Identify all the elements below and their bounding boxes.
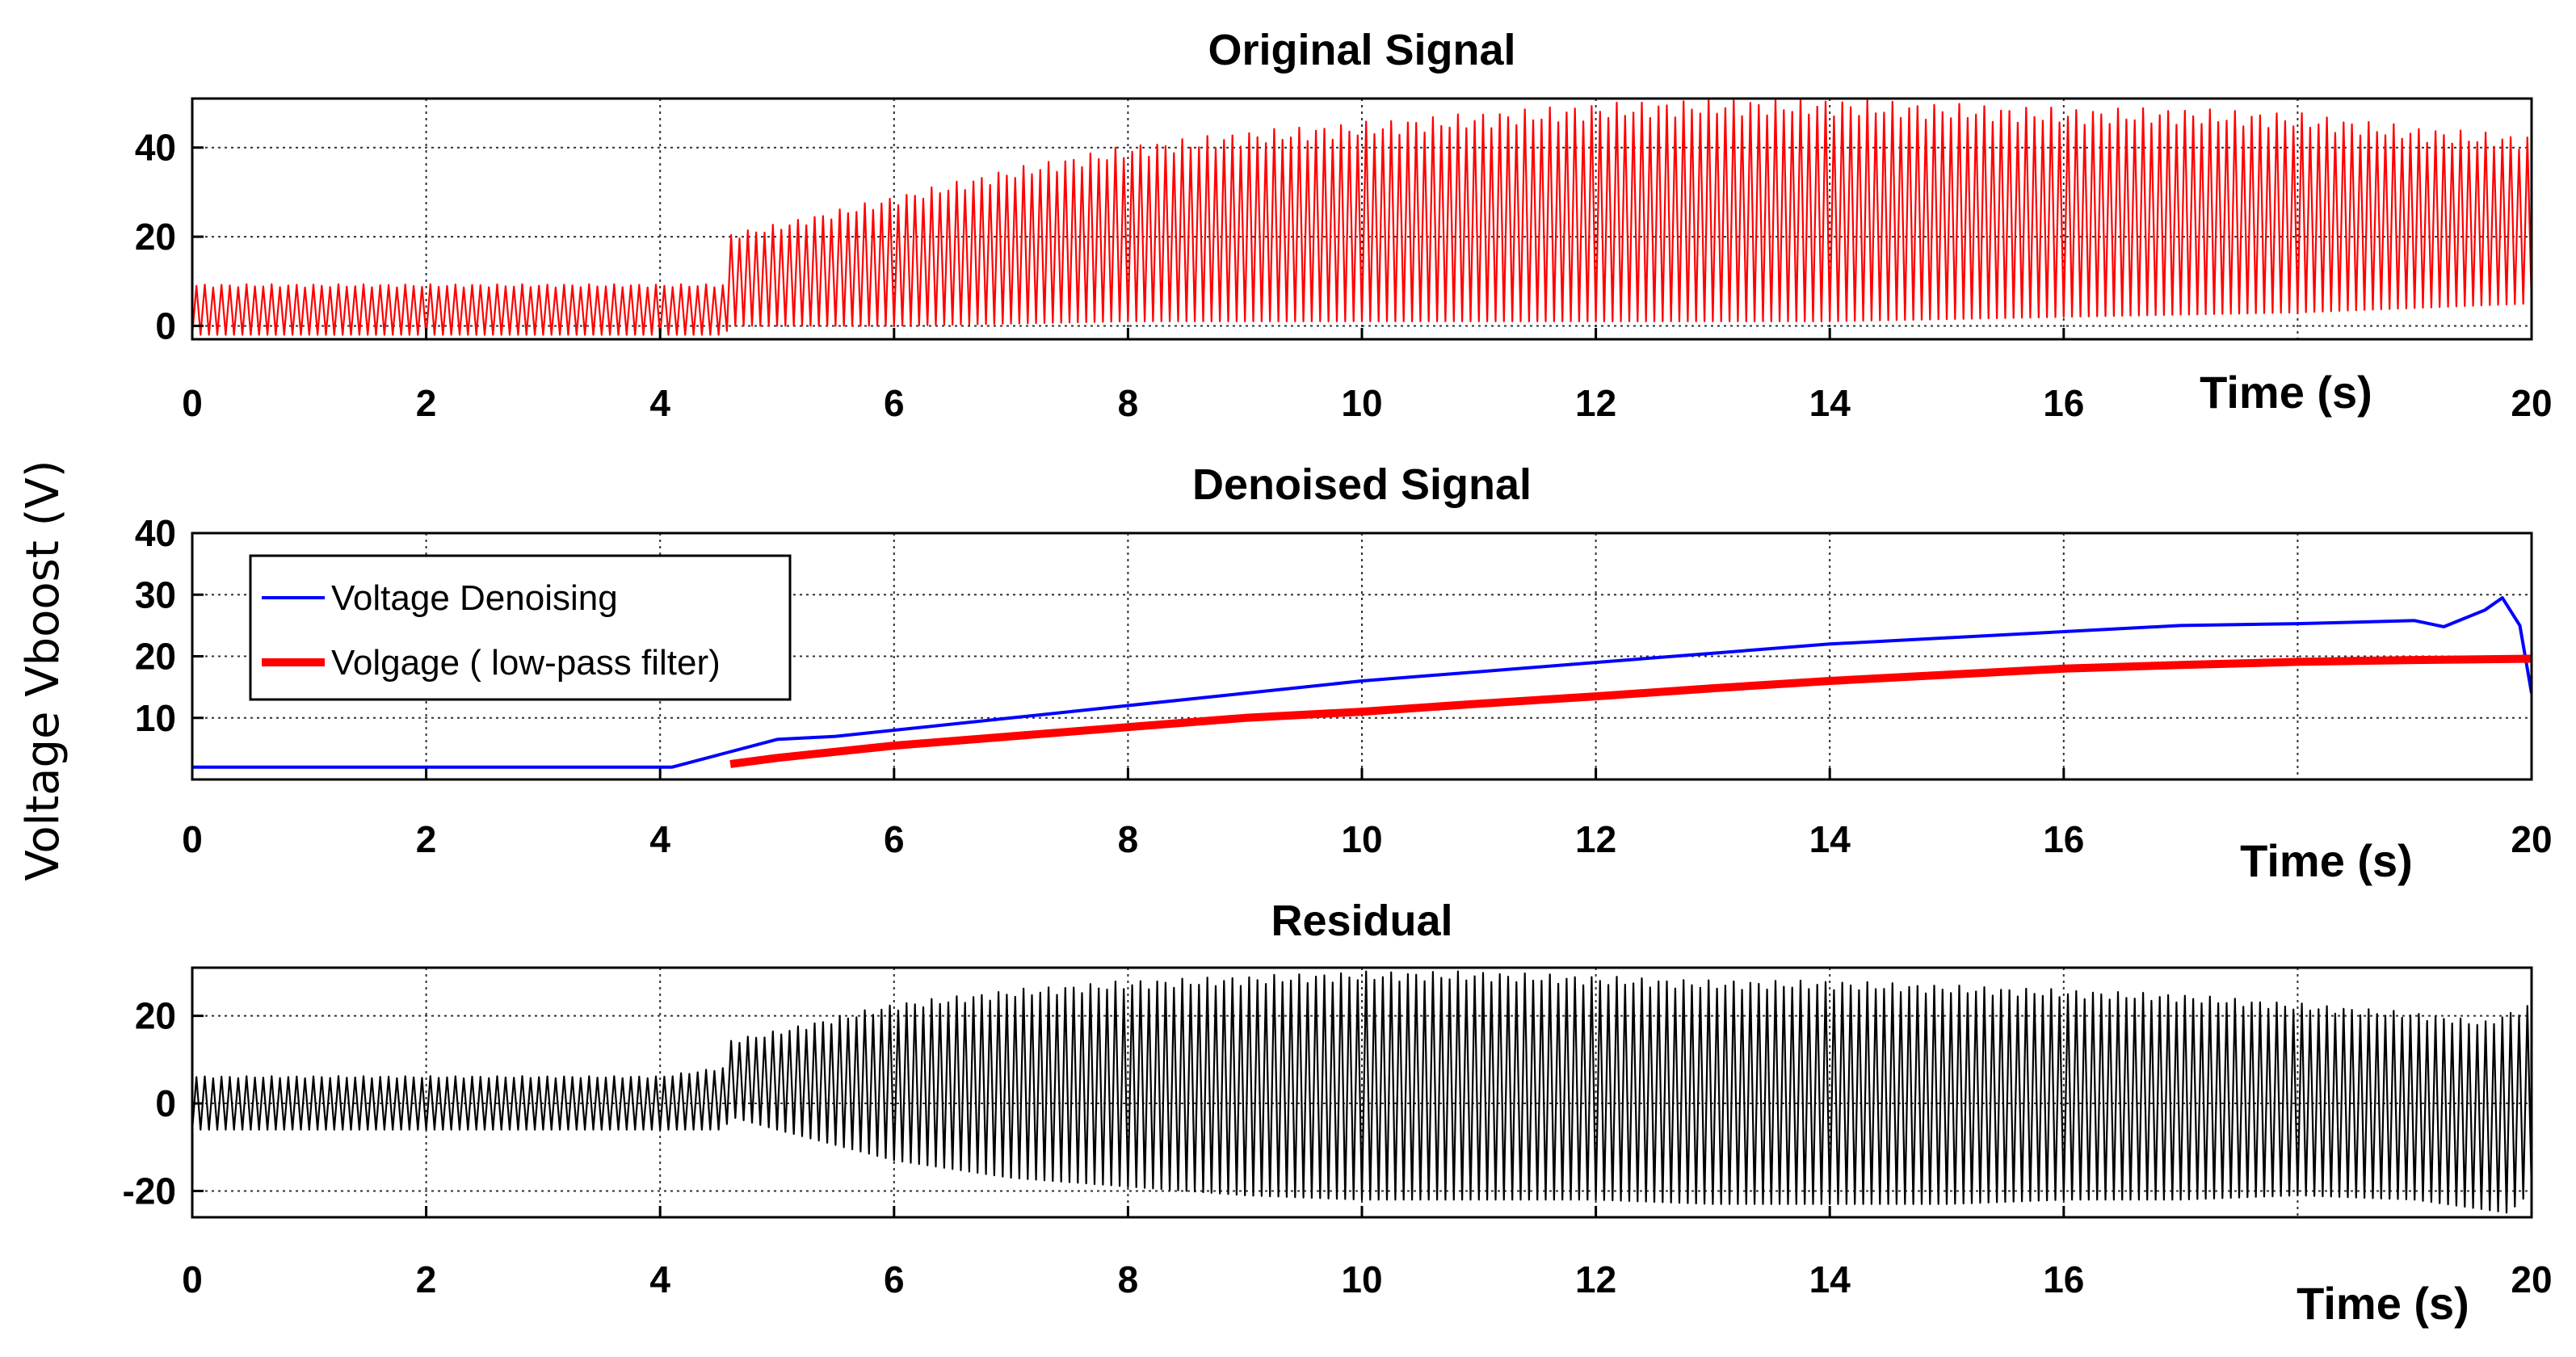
- x-tick-label: 4: [649, 382, 670, 424]
- x-tick-label: 14: [1809, 1258, 1851, 1300]
- legend: Voltage Denoising Volgage ( low-pass filt…: [249, 554, 792, 701]
- y-tick-label: 40: [135, 127, 176, 169]
- series-line-0: [192, 970, 2532, 1214]
- series-line-0: [192, 99, 2532, 336]
- y-tick-label: 40: [135, 512, 176, 554]
- x-tick-label: 8: [1118, 382, 1139, 424]
- x-tick-label: 12: [1575, 818, 1616, 860]
- x-tick-label: 6: [884, 818, 905, 860]
- panel-title: Denoised Signal: [1192, 460, 1532, 509]
- panel-denoised-signal: 0 2 4 6 8 10 12 14 16 20 10 20 30 40 Denoised Signal Ti…: [135, 460, 2553, 886]
- x-tick-label: 20: [2511, 818, 2552, 860]
- x-tick-label: 0: [182, 818, 203, 860]
- panel-residual: 0 2 4 6 8 10 12 14 16 20 -20 0 20 Residual Time (s): [123, 897, 2553, 1329]
- x-tick-label: 0: [182, 382, 203, 424]
- x-tick-label: 6: [884, 1258, 905, 1300]
- x-tick-label: 4: [649, 818, 670, 860]
- x-tick-label: 12: [1575, 382, 1616, 424]
- x-tick-label: 16: [2043, 818, 2084, 860]
- shared-y-axis-label: Voltage Vboost (V): [17, 460, 69, 880]
- series-line-1: [729, 654, 2532, 768]
- x-tick-label: 10: [1341, 818, 1382, 860]
- x-tick-label: 10: [1341, 1258, 1382, 1300]
- x-tick-label: 10: [1341, 382, 1382, 424]
- x-tick-label: 20: [2511, 382, 2552, 424]
- x-tick-label: 14: [1809, 818, 1851, 860]
- y-tick-label: 20: [135, 636, 176, 678]
- x-tick-label: 2: [416, 1258, 437, 1300]
- x-tick-label: 8: [1118, 1258, 1139, 1300]
- legend-label: Voltage Denoising: [331, 578, 618, 618]
- x-tick-label: 0: [182, 1258, 203, 1300]
- y-tick-label: 10: [135, 697, 176, 739]
- y-tick-label: 0: [155, 1082, 176, 1124]
- y-tick-label: 30: [135, 573, 176, 615]
- x-axis-label: Time (s): [2240, 835, 2413, 886]
- x-tick-label: 2: [416, 818, 437, 860]
- legend-box: [249, 554, 792, 701]
- x-tick-label: 14: [1809, 382, 1851, 424]
- legend-label: Volgage ( low-pass filter): [331, 643, 721, 683]
- y-tick-label: 20: [135, 995, 176, 1037]
- x-tick-label: 8: [1118, 818, 1139, 860]
- panel-original-signal: 0 2 4 6 8 10 12 14 16 20 0 20 40 Original Signal Time …: [135, 26, 2553, 424]
- x-tick-label: 2: [416, 382, 437, 424]
- x-tick-label: 12: [1575, 1258, 1616, 1300]
- panel-title: Residual: [1271, 897, 1452, 945]
- x-tick-label: 16: [2043, 1258, 2084, 1300]
- x-axis-label: Time (s): [2200, 367, 2372, 418]
- y-tick-label: 0: [155, 305, 176, 347]
- y-tick-label: -20: [123, 1170, 176, 1212]
- x-tick-label: 4: [649, 1258, 670, 1300]
- panel-title: Original Signal: [1208, 26, 1515, 74]
- series-line-0: [192, 596, 2532, 769]
- x-tick-label: 6: [884, 382, 905, 424]
- y-tick-label: 20: [135, 216, 176, 258]
- x-tick-label: 20: [2511, 1258, 2552, 1300]
- x-axis-label: Time (s): [2297, 1278, 2469, 1329]
- x-tick-label: 16: [2043, 382, 2084, 424]
